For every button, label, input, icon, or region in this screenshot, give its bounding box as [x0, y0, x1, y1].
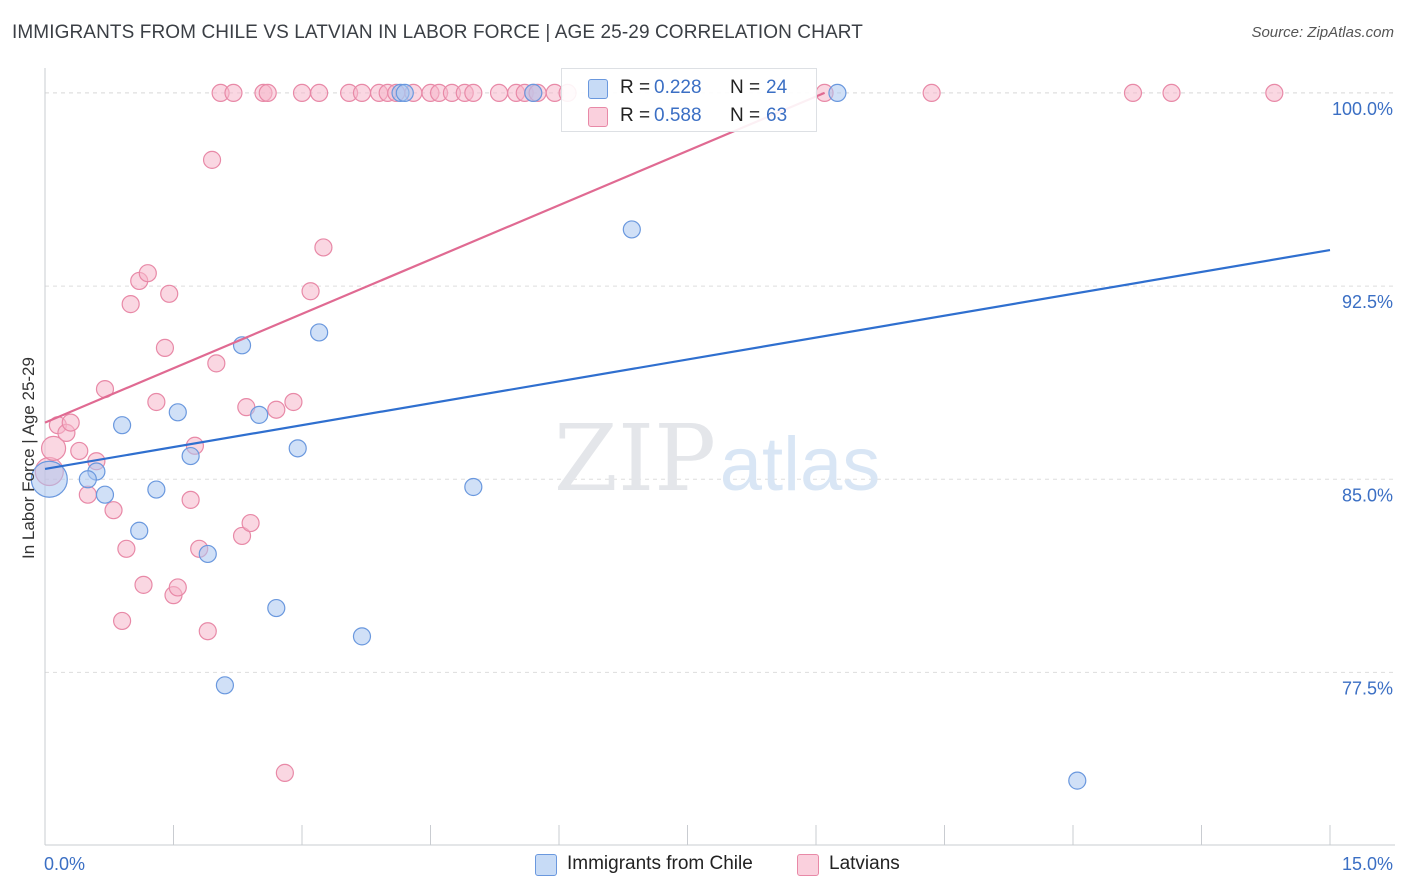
latvian-point-31: [241, 513, 260, 533]
watermark: ZIP atlas: [554, 405, 880, 512]
chile-point-21: [622, 220, 641, 239]
chile-point-23: [1068, 771, 1087, 790]
chile-n-value: 24: [766, 77, 788, 98]
latvian-point-38: [301, 282, 320, 301]
latvian-point-25: [202, 150, 222, 169]
latvian-point-12: [121, 295, 140, 314]
latvian-swatch: [588, 107, 608, 127]
latvian-point-60: [922, 83, 941, 103]
latvian-point-15: [138, 264, 157, 283]
latvian-point-6: [78, 485, 97, 504]
stats-legend: R = 0.228 N = 24 R = 0.588 N = 63: [561, 68, 817, 132]
latvian-point-17: [155, 338, 175, 357]
axis-labels: 77.5% 85.0% 92.5% 100.0% 0.0% 15.0%: [44, 99, 1393, 874]
chile-point-2: [78, 470, 97, 489]
y-tick-label-2: 92.5%: [1342, 292, 1393, 312]
latvian-point-28: [224, 83, 243, 103]
chile-point-5: [130, 521, 149, 540]
chile-point-20: [524, 83, 543, 103]
latvian-n-value: 63: [766, 105, 788, 126]
latvian-n-label: N =: [730, 105, 761, 126]
latvian-point-62: [1162, 83, 1181, 103]
y-tick-label-1: 85.0%: [1342, 485, 1393, 505]
latvian-point-35: [275, 763, 294, 782]
y-axis-title: In Labor Force | Age 25-29: [19, 357, 38, 559]
latvian-points: [34, 83, 1284, 782]
chile-r-label: R =: [620, 77, 651, 98]
latvian-point-33: [258, 83, 277, 103]
chile-point-15: [310, 323, 329, 342]
latvian-point-9: [104, 501, 123, 520]
latvian-point-16: [147, 392, 166, 412]
chile-swatch: [588, 79, 608, 99]
latvian-r-label: R =: [620, 105, 651, 126]
chile-point-12: [250, 405, 269, 424]
legend-row-latvian: R = 0.588 N = 63: [562, 101, 816, 129]
y-tick-label-0: 77.5%: [1342, 678, 1393, 698]
latvian-point-42: [352, 83, 372, 103]
chile-trend-line: [44, 248, 1331, 471]
chile-point-0: [30, 460, 68, 498]
latvian-point-52: [489, 83, 509, 103]
latvian-point-18: [160, 284, 179, 303]
chile-point-7: [168, 403, 187, 422]
chile-point-13: [267, 598, 286, 618]
latvian-point-61: [1123, 83, 1143, 103]
legend-row-chile: R = 0.228 N = 24: [562, 73, 816, 101]
latvian-point-14: [134, 575, 153, 594]
x-tick-label-0: 0.0%: [44, 854, 85, 874]
latvian-point-37: [292, 83, 312, 103]
y-tick-label-3: 100.0%: [1332, 99, 1393, 119]
latvian-point-39: [310, 83, 329, 103]
latvian-point-51: [464, 83, 483, 103]
chile-point-19: [464, 477, 483, 497]
chile-points: [30, 83, 1087, 790]
x-tick-label-1: 15.0%: [1342, 854, 1393, 874]
chile-point-16: [352, 627, 372, 646]
chile-point-8: [181, 446, 200, 466]
latvian-point-21: [181, 490, 200, 509]
latvian-trend-line: [44, 91, 825, 424]
latvian-legend-swatch: [797, 854, 819, 876]
chile-point-9: [198, 544, 217, 564]
latvian-point-24: [198, 622, 217, 641]
axes: [44, 68, 1395, 846]
chile-legend-swatch: [535, 854, 557, 876]
chile-r-value: 0.228: [654, 77, 702, 98]
latvian-r-value: 0.588: [654, 105, 702, 126]
chile-legend-label: Immigrants from Chile: [567, 853, 753, 874]
chile-point-10: [215, 676, 234, 695]
chile-n-label: N =: [730, 77, 761, 98]
grid-lines: [45, 92, 1395, 673]
latvian-point-26: [207, 354, 226, 373]
chile-point-6: [147, 480, 166, 499]
latvian-legend-label: Latvians: [829, 853, 900, 874]
latvian-point-10: [117, 539, 136, 558]
latvian-point-20: [168, 578, 187, 597]
chile-point-4: [112, 416, 132, 435]
trend-lines: [44, 91, 1331, 471]
chart-title: IMMIGRANTS FROM CHILE VS LATVIAN IN LABO…: [12, 22, 863, 43]
chile-point-22: [828, 83, 847, 103]
latvian-point-11: [112, 611, 132, 631]
watermark-zip: ZIP: [554, 405, 716, 512]
latvian-point-63: [1265, 83, 1284, 103]
latvian-point-5: [70, 441, 89, 461]
latvian-point-29: [232, 526, 252, 546]
latvian-point-36: [284, 392, 303, 412]
watermark-atlas: atlas: [720, 422, 881, 507]
chile-point-3: [95, 485, 115, 504]
chile-point-14: [288, 439, 307, 458]
latvian-point-34: [267, 400, 286, 419]
latvian-point-1: [40, 435, 67, 461]
data-series: [30, 83, 1284, 790]
chile-point-18: [395, 83, 414, 103]
latvian-point-4: [61, 413, 80, 432]
chart-source: Source: ZipAtlas.com: [1251, 24, 1394, 41]
latvian-point-40: [314, 238, 333, 257]
